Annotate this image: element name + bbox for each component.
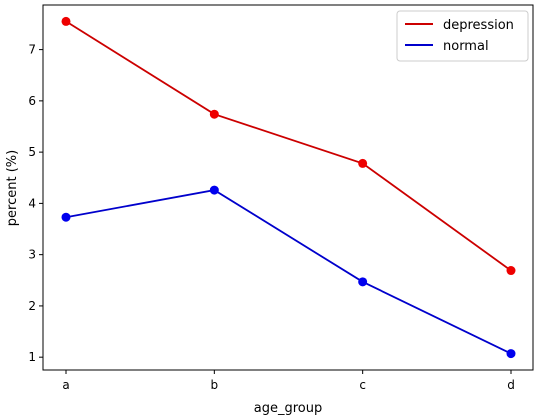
data-point-normal — [358, 277, 368, 287]
y-axis-label: percent (%) — [5, 150, 20, 226]
x-axis-label: age_group — [254, 401, 322, 416]
data-point-normal — [209, 185, 219, 195]
data-point-depression — [61, 16, 71, 26]
y-tick-label: 7 — [28, 43, 36, 57]
x-tick-label: a — [62, 378, 69, 392]
y-axis: 1 2 3 4 5 6 7 — [28, 43, 43, 364]
data-point-depression — [358, 158, 368, 168]
x-tick-label: c — [359, 378, 366, 392]
y-tick-label: 4 — [28, 196, 36, 210]
x-tick-label: d — [507, 378, 515, 392]
series-line-normal — [65, 189, 512, 355]
data-point-normal — [506, 349, 516, 359]
y-tick-label: 5 — [28, 145, 36, 159]
x-axis: a b c d — [62, 370, 515, 392]
y-tick-label: 1 — [28, 350, 36, 364]
y-tick-label: 2 — [28, 299, 36, 313]
legend-label-normal: normal — [443, 39, 489, 54]
data-point-depression — [506, 266, 516, 276]
x-tick-label: b — [211, 378, 219, 392]
y-tick-label: 6 — [28, 94, 36, 108]
y-tick-label: 3 — [28, 248, 36, 262]
legend-label-depression: depression — [443, 18, 514, 33]
series-line-depression — [65, 20, 512, 272]
legend: depression normal — [396, 10, 529, 62]
data-point-depression — [209, 109, 219, 119]
data-point-normal — [61, 212, 71, 222]
series-layer — [61, 16, 516, 359]
plot-area — [42, 4, 534, 371]
